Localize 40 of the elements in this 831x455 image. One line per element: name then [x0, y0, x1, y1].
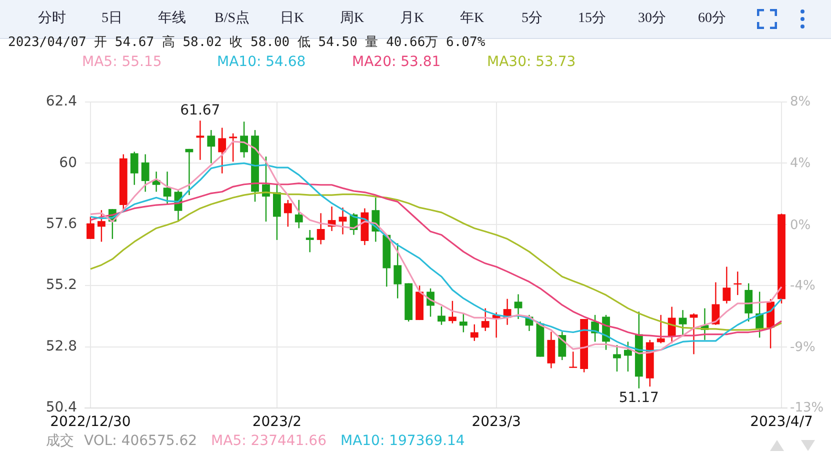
x-tick-label: 2023/3: [472, 414, 521, 430]
text: 30分: [637, 10, 667, 28]
text: 日K: [280, 11, 304, 26]
x-tick-label: 2023/2: [252, 414, 302, 430]
candlestick: [196, 120, 204, 160]
text: 60分: [697, 10, 727, 28]
text: 成交: [46, 433, 74, 449]
y-tick-label: 50.4: [46, 400, 78, 416]
y-tick-label: 52.8: [46, 338, 77, 354]
y2-tick-label: 8%: [790, 94, 811, 110]
text: VOL: 406575.62: [84, 433, 198, 449]
y-tick-label: 55.2: [46, 277, 77, 294]
text: 5分: [520, 10, 544, 28]
annotation: 61.67: [180, 102, 220, 118]
text: 15分: [577, 10, 607, 28]
text: 2023/04/07 开 54.67 高 58.02 收 58.00 低 54.50 量 40.66万 6.07%: [8, 34, 486, 52]
text: B/S点: [214, 11, 250, 26]
text: MA5: 237441.66: [211, 433, 326, 449]
x-tick-label: 2022/12/30: [50, 414, 131, 430]
y-tick-label: 60: [59, 154, 77, 171]
text: 周K: [340, 11, 364, 26]
text: 分时: [38, 11, 66, 26]
y-tick-label: 62.4: [46, 94, 78, 110]
y2-tick-label: -4%: [790, 278, 816, 294]
annotation: 51.17: [618, 390, 659, 406]
text: 年线: [158, 11, 186, 26]
text: 年K: [460, 11, 484, 26]
y2-tick-label: -9%: [790, 340, 816, 356]
text: MA5: 55.15: [82, 53, 163, 71]
text: 月K: [400, 11, 424, 26]
text: 5日: [102, 11, 122, 26]
y2-tick-label: -13%: [790, 400, 824, 416]
text: MA20: 53.81: [352, 53, 442, 71]
y2-tick-label: 4%: [790, 156, 811, 172]
text: MA10: 197369.14: [340, 433, 465, 449]
x-tick-label: 2023/4/7: [750, 414, 813, 430]
y2-tick-label: 0%: [790, 218, 811, 233]
text: MA10: 54.68: [217, 53, 307, 71]
text: MA30: 53.73: [487, 53, 577, 71]
y-tick-label: 57.6: [46, 216, 78, 232]
